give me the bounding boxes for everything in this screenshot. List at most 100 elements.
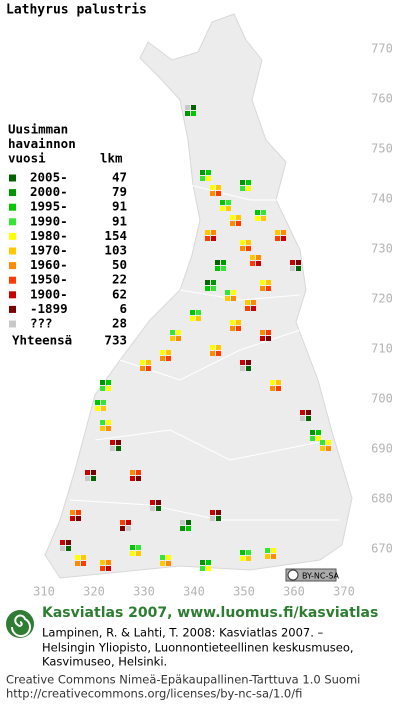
- legend-swatch: [9, 203, 16, 211]
- observation-square: [276, 386, 281, 391]
- observation-square: [275, 236, 280, 241]
- observation-square: [210, 191, 215, 196]
- observation-square: [230, 320, 235, 325]
- observation-square: [180, 526, 185, 531]
- observation-square: [100, 566, 105, 571]
- legend-swatch: [9, 262, 16, 270]
- observation-square: [75, 561, 80, 566]
- observation-square: [271, 548, 276, 553]
- observation-square: [100, 560, 105, 565]
- legend-count: 154: [104, 228, 127, 243]
- legend-label: 1950-: [30, 272, 68, 287]
- observation-square: [260, 280, 265, 285]
- legend-count-heading: lkm: [100, 151, 123, 166]
- observation-square: [190, 310, 195, 315]
- observation-square: [281, 230, 286, 235]
- observation-square: [226, 200, 231, 205]
- legend-count: 22: [112, 272, 127, 287]
- observation-square: [210, 510, 215, 515]
- observation-square: [231, 290, 236, 295]
- observation-square: [236, 221, 241, 226]
- observation-square: [160, 555, 165, 560]
- observation-square: [266, 286, 271, 291]
- legend-swatch: [9, 305, 16, 313]
- observation-square: [230, 215, 235, 220]
- y-grid-label: 710: [371, 342, 393, 356]
- y-grid-label: 740: [371, 192, 393, 206]
- observation-square: [316, 430, 321, 435]
- observation-square: [100, 386, 105, 391]
- observation-square: [101, 406, 106, 411]
- observation-square: [211, 280, 216, 285]
- legend-swatch: [9, 291, 16, 299]
- observation-square: [60, 546, 65, 551]
- observation-square: [225, 296, 230, 301]
- map-title: Lathyrus palustris: [6, 3, 147, 18]
- finland-outline: [44, 13, 353, 579]
- observation-square: [166, 356, 171, 361]
- legend-count: 91: [112, 213, 127, 228]
- legend-label: 1900-: [30, 286, 68, 301]
- legend-total-label: Yhteensä: [12, 333, 72, 348]
- observation-square: [210, 516, 215, 521]
- legend-count: 62: [112, 286, 127, 301]
- legend-heading: vuosi: [8, 151, 46, 166]
- observation-square: [120, 526, 125, 531]
- x-grid-label: 350: [233, 585, 255, 599]
- observation-square: [245, 306, 250, 311]
- observation-square: [271, 554, 276, 559]
- legend-label: ???: [30, 316, 53, 331]
- observation-square: [156, 506, 161, 511]
- observation-square: [130, 545, 135, 550]
- observation-square: [320, 440, 325, 445]
- legend-count: 50: [112, 257, 127, 272]
- observation-square: [290, 260, 295, 265]
- observation-square: [150, 500, 155, 505]
- observation-square: [75, 555, 80, 560]
- legend-swatch: [9, 276, 16, 284]
- x-grid-label: 340: [183, 585, 205, 599]
- citation-line: Kasvimuseo, Helsinki.: [42, 655, 167, 669]
- observation-square: [251, 306, 256, 311]
- observation-square: [270, 386, 275, 391]
- observation-square: [176, 330, 181, 335]
- observation-square: [246, 186, 251, 191]
- license-badge: BY-NC-SA: [285, 568, 340, 582]
- legend-label: 1960-: [30, 257, 68, 272]
- observation-square: [215, 266, 220, 271]
- citation-line: Lampinen, R. & Lahti, T. 2008: Kasviatla…: [42, 626, 324, 640]
- observation-square: [255, 216, 260, 221]
- observation-square: [266, 336, 271, 341]
- legend-swatch: [9, 247, 16, 255]
- observation-square: [140, 360, 145, 365]
- observation-square: [106, 566, 111, 571]
- legend-heading: Uusimman: [8, 122, 68, 137]
- y-grid-label: 720: [371, 292, 393, 306]
- observation-square: [296, 260, 301, 265]
- observation-square: [200, 566, 205, 571]
- logo: [6, 610, 34, 638]
- observation-square: [170, 330, 175, 335]
- observation-square: [220, 206, 225, 211]
- observation-square: [166, 555, 171, 560]
- legend-count: 79: [112, 184, 127, 199]
- observation-square: [196, 310, 201, 315]
- legend-total: 733: [104, 333, 127, 348]
- observation-square: [66, 540, 71, 545]
- observation-square: [126, 520, 131, 525]
- observation-square: [240, 246, 245, 251]
- observation-square: [130, 551, 135, 556]
- observation-square: [216, 351, 221, 356]
- observation-square: [240, 556, 245, 561]
- observation-squares: [60, 105, 331, 571]
- observation-square: [240, 180, 245, 185]
- legend-count: 103: [104, 243, 127, 258]
- observation-square: [236, 326, 241, 331]
- observation-square: [246, 246, 251, 251]
- observation-square: [185, 111, 190, 116]
- observation-square: [216, 510, 221, 515]
- observation-square: [265, 554, 270, 559]
- legend-swatch: [9, 320, 16, 328]
- legend-swatch: [9, 232, 16, 240]
